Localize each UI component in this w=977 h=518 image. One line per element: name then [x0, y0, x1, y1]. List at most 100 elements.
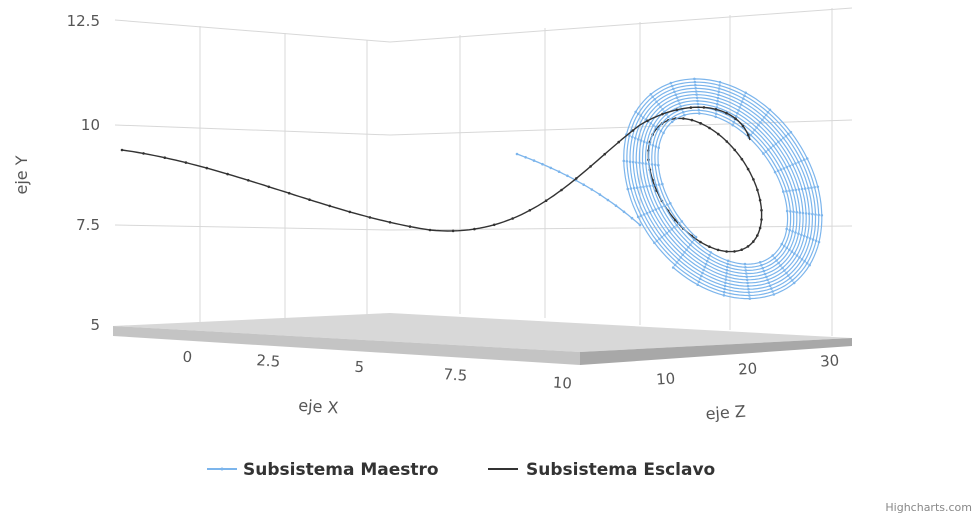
data-point-maestro: [694, 83, 697, 87]
data-point-esclavo: [756, 188, 759, 192]
data-point-maestro: [770, 287, 773, 290]
data-point-esclavo: [675, 108, 679, 112]
data-point-maestro: [765, 275, 768, 279]
data-point-maestro: [789, 130, 793, 134]
legend-item-esclavo[interactable]: Subsistema Esclavo: [488, 460, 715, 480]
data-point-maestro: [636, 138, 640, 141]
data-point-maestro: [678, 222, 681, 225]
data-point-maestro: [653, 163, 657, 167]
data-point-maestro: [800, 159, 803, 163]
data-point-maestro: [805, 157, 809, 160]
data-point-maestro: [745, 275, 748, 279]
data-point-maestro: [634, 136, 637, 140]
data-point-maestro: [651, 209, 655, 212]
data-point-maestro: [629, 187, 633, 190]
data-point-maestro: [800, 187, 804, 191]
data-point-maestro: [738, 106, 742, 109]
floor-top: [113, 313, 852, 352]
data-point-maestro: [690, 240, 694, 244]
data-point-maestro: [639, 114, 642, 117]
data-point-maestro: [797, 232, 800, 235]
data-point-maestro: [645, 141, 649, 145]
data-point-maestro: [808, 263, 811, 267]
data-point-maestro: [669, 202, 672, 205]
data-point-maestro: [734, 114, 738, 118]
data-point-maestro: [660, 205, 663, 209]
data-point-maestro: [774, 142, 778, 146]
x-tick-label: 0: [182, 348, 193, 367]
data-point-maestro: [566, 174, 569, 178]
data-point-maestro: [795, 254, 799, 257]
credits-link[interactable]: Highcharts.com: [885, 501, 972, 514]
data-point-maestro: [771, 290, 774, 293]
data-point-esclavo: [646, 119, 649, 123]
data-point-esclavo: [368, 216, 372, 219]
data-point-maestro: [753, 128, 756, 132]
data-point-maestro: [673, 225, 676, 229]
data-point-maestro: [663, 204, 666, 208]
data-point-maestro: [549, 166, 553, 170]
data-point-esclavo: [690, 118, 694, 122]
data-point-esclavo: [702, 106, 706, 109]
data-point-maestro: [639, 185, 642, 189]
data-point-maestro: [677, 99, 680, 102]
data-point-maestro: [739, 103, 743, 106]
data-point-maestro: [788, 228, 791, 232]
data-point-esclavo: [451, 229, 455, 233]
data-point-maestro: [695, 96, 699, 100]
data-point-maestro: [722, 294, 726, 297]
data-point-maestro: [660, 235, 664, 239]
data-point-maestro: [665, 231, 669, 235]
data-point-maestro: [631, 160, 635, 164]
series-subsistema-esclavo-back: [647, 117, 763, 253]
data-point-maestro: [582, 183, 585, 186]
data-point-maestro: [794, 231, 797, 234]
data-point-maestro: [683, 251, 686, 254]
data-point-maestro: [717, 93, 720, 97]
data-point-maestro: [639, 214, 643, 217]
data-point-maestro: [698, 277, 702, 281]
data-point-esclavo: [603, 152, 606, 156]
data-point-maestro: [731, 123, 734, 127]
legend-item-maestro[interactable]: Subsistema Maestro: [207, 460, 439, 480]
data-point-maestro: [702, 268, 705, 272]
data-point-maestro: [772, 293, 776, 296]
data-point-maestro: [704, 262, 708, 266]
data-point-esclavo: [699, 122, 702, 125]
data-point-maestro: [598, 193, 602, 196]
data-point-esclavo: [589, 165, 592, 168]
y-tick-label: 7.5: [76, 216, 100, 234]
data-point-esclavo: [528, 209, 532, 212]
data-point-maestro: [745, 272, 748, 275]
data-point-maestro: [716, 102, 719, 106]
data-point-maestro: [674, 93, 678, 96]
data-point-maestro: [654, 208, 657, 211]
data-point-maestro: [667, 115, 670, 119]
data-point-maestro: [798, 211, 802, 214]
data-point-maestro: [744, 266, 747, 269]
data-point-maestro: [670, 120, 674, 124]
data-point-maestro: [647, 162, 651, 166]
data-point-esclavo: [725, 140, 729, 143]
data-point-maestro: [783, 244, 786, 248]
grid: [114, 7, 853, 336]
data-point-maestro: [748, 297, 752, 300]
data-point-esclavo: [492, 223, 496, 227]
data-point-maestro: [655, 100, 658, 104]
y-axis: 12.5 10 7.5 5 eje Y: [12, 12, 100, 334]
data-point-maestro: [673, 90, 676, 94]
data-point-esclavo: [575, 177, 578, 180]
data-point-esclavo: [758, 226, 762, 230]
data-point-maestro: [645, 185, 648, 188]
data-point-maestro: [723, 284, 727, 288]
data-point-maestro: [789, 210, 792, 213]
data-point-maestro: [654, 145, 658, 148]
data-point-maestro: [657, 127, 660, 131]
y-tick-label: 12.5: [67, 12, 100, 30]
data-point-maestro: [709, 251, 713, 254]
data-point-maestro: [755, 126, 758, 129]
data-point-esclavo: [631, 129, 635, 132]
legend-label-esclavo: Subsistema Esclavo: [526, 460, 715, 480]
data-point-maestro: [657, 183, 661, 186]
data-point-maestro: [745, 278, 749, 282]
